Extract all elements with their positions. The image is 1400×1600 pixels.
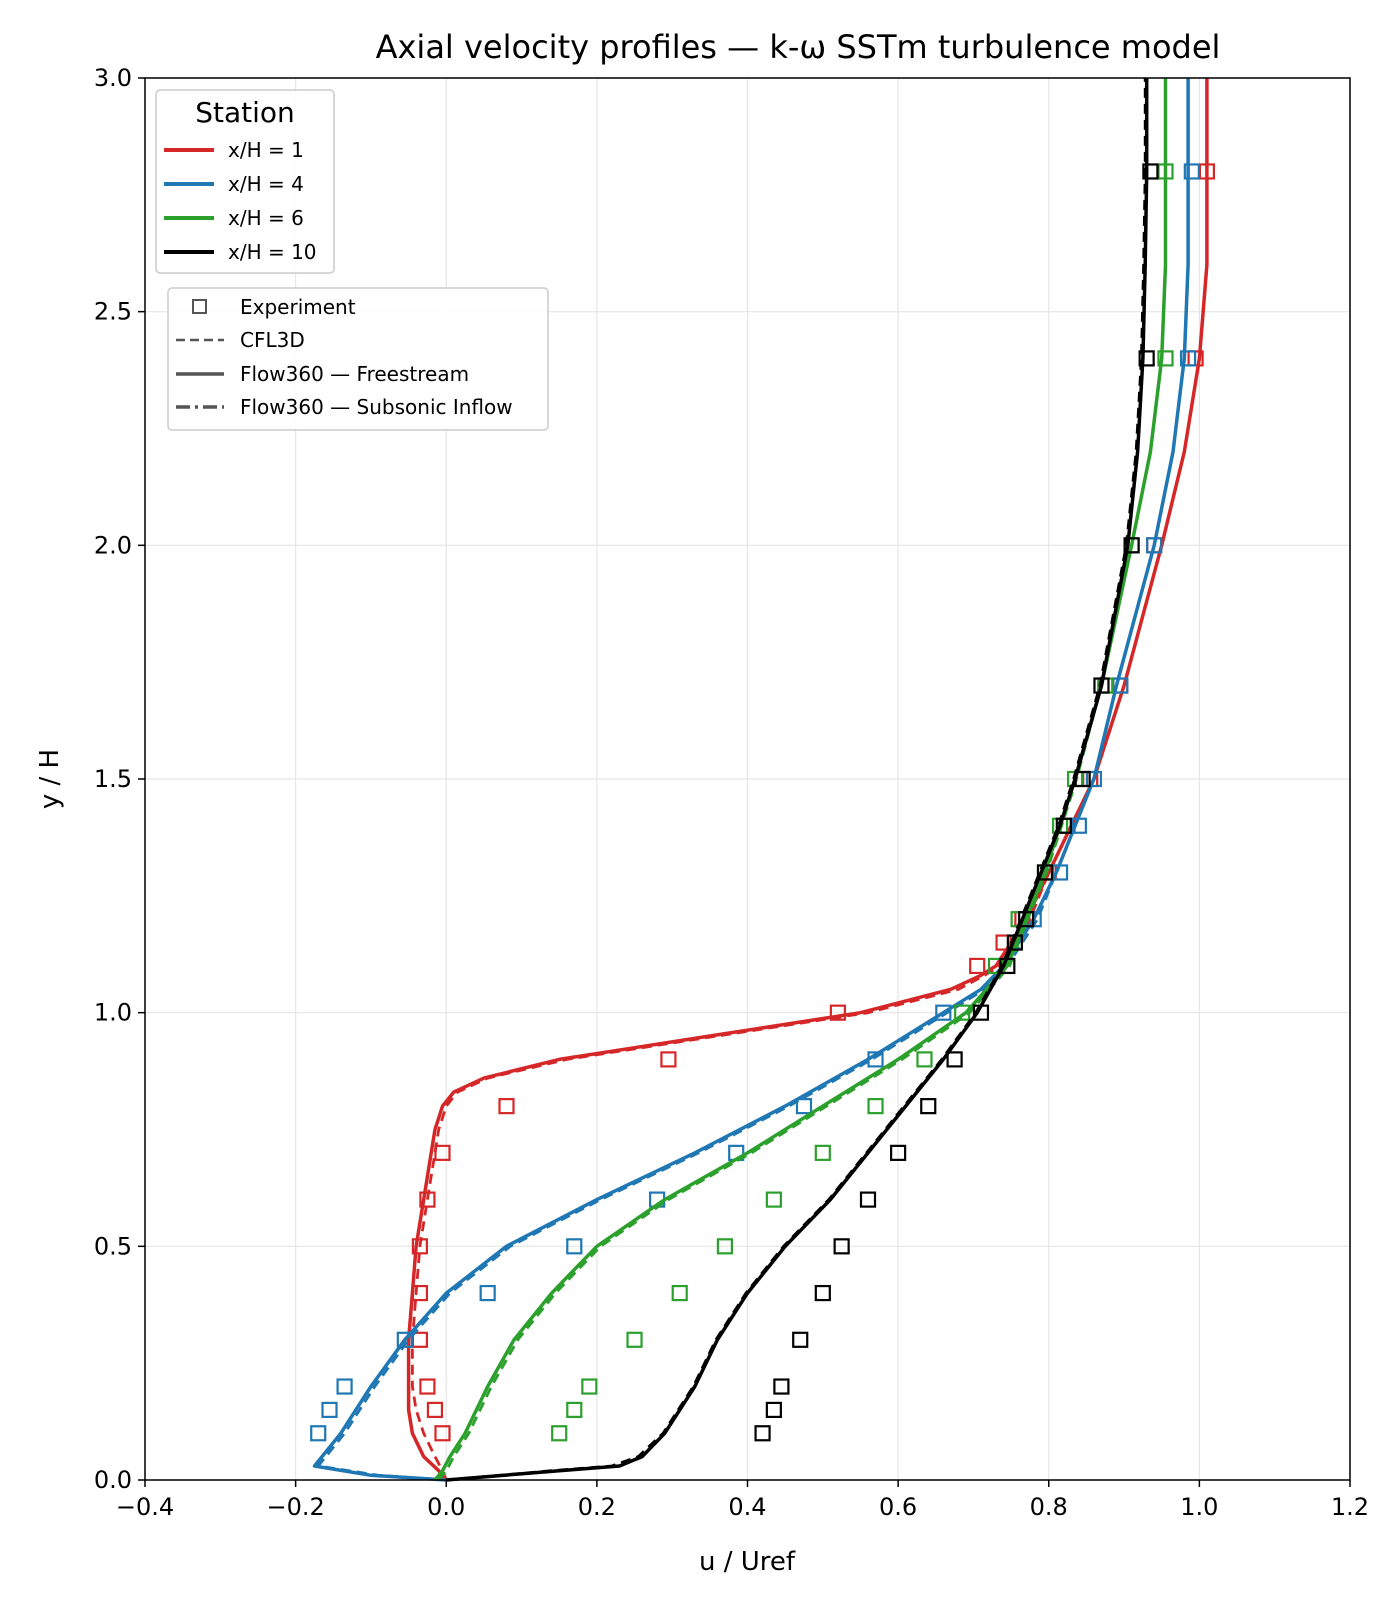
experiment-point-x-h-4 <box>867 1051 884 1068</box>
legend-marker-experiment <box>192 299 207 314</box>
legend-entry-xh4: x/H = 4 <box>228 172 304 196</box>
experiment-point-x-h-1 <box>434 1425 451 1442</box>
legend-entry-xh10: x/H = 10 <box>228 240 317 264</box>
experiment-point-x-h-4 <box>795 1098 813 1115</box>
x-tick-label: 0.6 <box>879 1493 917 1521</box>
experiment-point-x-h-1 <box>411 1331 428 1348</box>
experiment-point-x-h-1 <box>411 1238 428 1255</box>
plot-area <box>310 78 1216 1482</box>
experiment-point-x-h-6 <box>1157 350 1174 367</box>
chart-title: Axial velocity profiles — k-ω SSTm turbu… <box>376 28 1221 66</box>
flow360-line-x-h-4 <box>312 78 1190 1482</box>
experiment-point-x-h-6 <box>551 1425 568 1442</box>
experiment-point-x-h-10 <box>972 1004 990 1021</box>
experiment-point-x-h-4 <box>1146 537 1163 554</box>
experiment-point-x-h-4 <box>336 1378 353 1395</box>
experiment-point-x-h-6 <box>867 1098 884 1115</box>
experiment-point-x-h-4 <box>310 1425 327 1442</box>
x-tick-label: 0.0 <box>427 1493 465 1521</box>
experiment-point-x-h-6 <box>954 1004 971 1021</box>
legend-entry-xh6: x/H = 6 <box>228 206 304 230</box>
experiment-point-x-h-6 <box>765 1191 782 1208</box>
y-tick-label: 1.0 <box>94 999 132 1027</box>
experiment-point-x-h-10 <box>1006 934 1023 951</box>
y-tick-label: 0.0 <box>94 1466 132 1494</box>
experiment-point-x-h-6 <box>671 1284 688 1302</box>
x-axis-label: u / Uref <box>699 1547 796 1577</box>
axis-ticks: −0.4 −0.2 0.0 0.2 0.4 0.6 0.8 1.0 1.2 0.0 0.5 1.0 1.… <box>94 64 1369 1521</box>
legend-entry-xh1: x/H = 1 <box>228 138 304 162</box>
x-tick-label: 1.0 <box>1180 1493 1218 1521</box>
experiment-point-x-h-10 <box>1036 864 1054 881</box>
experiment-point-x-h-10 <box>859 1191 877 1208</box>
experiment-point-x-h-10 <box>1074 770 1091 788</box>
experiment-point-x-h-1 <box>498 1098 515 1115</box>
experiment-point-x-h-10 <box>1093 677 1110 694</box>
experiment-point-x-h-10 <box>999 957 1016 975</box>
y-tick-label: 2.0 <box>94 531 132 559</box>
experiment-point-x-h-10 <box>792 1331 809 1348</box>
experiment-point-x-h-10 <box>1142 163 1159 180</box>
experiment-point-x-h-6 <box>566 1401 583 1419</box>
experiment-point-x-h-10 <box>765 1401 782 1419</box>
flow360-line-x-h-6 <box>433 78 1168 1482</box>
legend-style-box <box>167 287 549 431</box>
y-tick-label: 3.0 <box>94 64 132 92</box>
x-tick-label: −0.4 <box>116 1493 174 1521</box>
experiment-point-x-h-10 <box>773 1378 790 1395</box>
experiment-point-x-h-10 <box>1123 537 1140 554</box>
experiment-point-x-h-6 <box>916 1051 933 1068</box>
experiment-point-x-h-1 <box>419 1378 436 1395</box>
legend-entry-subsonic: Flow360 — Subsonic Inflow <box>240 395 513 419</box>
experiment-point-x-h-4 <box>1085 770 1103 788</box>
experiment-point-x-h-10 <box>814 1284 831 1302</box>
legend-style: Experiment CFL3D Flow360 — Freestream Fl… <box>167 287 549 431</box>
experiment-point-x-h-10 <box>890 1144 907 1161</box>
flow360-line-x-h-1 <box>406 78 1209 1482</box>
y-tick-label: 2.5 <box>94 298 132 326</box>
experiment-point-x-h-1 <box>969 957 986 975</box>
experiment-point-x-h-6 <box>814 1144 831 1161</box>
experiment-point-x-h-1 <box>829 1004 846 1021</box>
experiment-point-x-h-1 <box>426 1401 444 1419</box>
experiment-point-x-h-4 <box>566 1238 583 1255</box>
experiment-point-x-h-10 <box>946 1051 963 1068</box>
experiment-point-x-h-6 <box>716 1238 734 1255</box>
legend-entry-freestream: Flow360 — Freestream <box>240 362 469 386</box>
experiment-point-x-h-4 <box>935 1004 952 1021</box>
x-tick-label: 0.8 <box>1030 1493 1068 1521</box>
experiment-point-x-h-1 <box>419 1191 436 1208</box>
experiment-point-x-h-10 <box>1055 817 1072 834</box>
y-axis-label: y / H <box>35 749 65 809</box>
experiment-point-x-h-10 <box>1138 350 1155 367</box>
experiment-point-x-h-1 <box>411 1284 428 1302</box>
x-tick-label: 0.2 <box>578 1493 616 1521</box>
x-tick-label: 0.4 <box>728 1493 766 1521</box>
experiment-point-x-h-10 <box>754 1425 771 1442</box>
grid <box>144 77 1351 1481</box>
experiment-point-x-h-4 <box>479 1284 496 1302</box>
flow360-line-x-h-10 <box>446 78 1149 1482</box>
experiment-point-x-h-6 <box>626 1331 643 1348</box>
y-tick-label: 1.5 <box>94 765 132 793</box>
legend-entry-cfl3d: CFL3D <box>240 328 305 352</box>
experiment-point-x-h-10 <box>833 1238 850 1255</box>
legend-station: Station x/H = 1 x/H = 4 x/H = 6 x/H = 10 <box>155 89 335 274</box>
legend-station-title: Station <box>195 96 295 129</box>
experiment-point-x-h-4 <box>321 1401 338 1419</box>
x-tick-label: −0.2 <box>266 1493 324 1521</box>
experiment-point-x-h-10 <box>1018 911 1035 928</box>
experiment-point-x-h-4 <box>1183 163 1200 180</box>
y-tick-label: 0.5 <box>94 1232 132 1260</box>
experiment-point-x-h-4 <box>1179 350 1197 367</box>
x-tick-label: 1.2 <box>1331 1493 1369 1521</box>
legend-entry-experiment: Experiment <box>240 295 356 319</box>
experiment-point-x-h-1 <box>660 1051 677 1068</box>
experiment-point-x-h-4 <box>396 1331 413 1348</box>
experiment-point-x-h-10 <box>920 1098 937 1115</box>
experiment-point-x-h-1 <box>434 1144 451 1161</box>
experiment-point-x-h-6 <box>581 1378 598 1395</box>
legend-station-box <box>155 89 335 274</box>
